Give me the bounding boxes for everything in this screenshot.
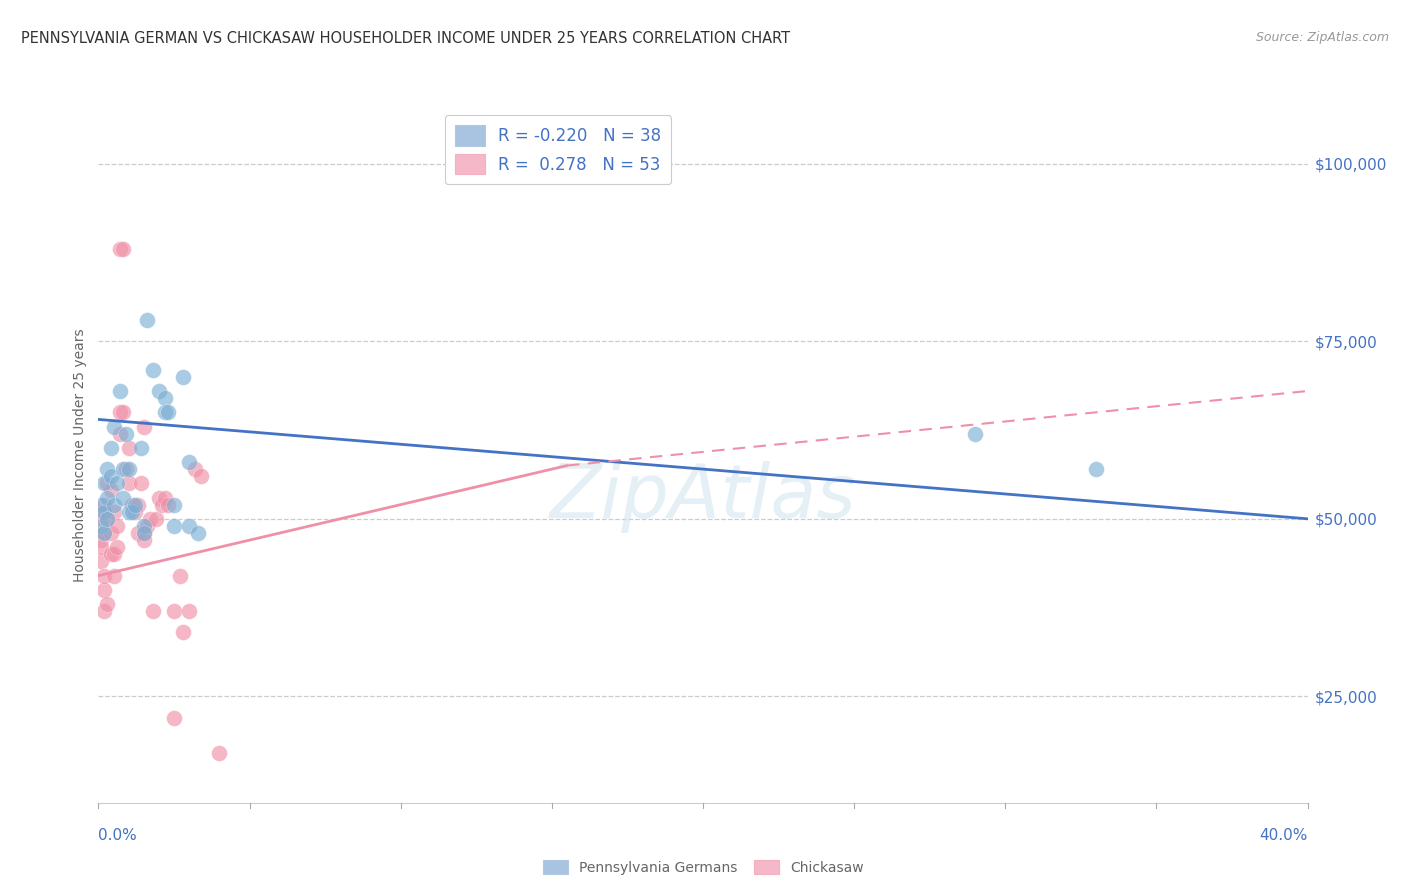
Legend: R = -0.220   N = 38, R =  0.278   N = 53: R = -0.220 N = 38, R = 0.278 N = 53: [444, 115, 671, 185]
Point: [153, 391, 176, 405]
Point: [153, 405, 176, 419]
Point: [105, 519, 128, 533]
Point: [142, 604, 165, 618]
Legend: Pennsylvania Germans, Chickasaw: Pennsylvania Germans, Chickasaw: [537, 855, 869, 880]
Point: [145, 512, 167, 526]
Point: [127, 498, 149, 512]
Point: [90, 533, 112, 548]
Point: [96, 462, 118, 476]
Point: [108, 384, 131, 398]
Point: [100, 526, 122, 541]
Point: [96, 476, 118, 491]
Point: [103, 547, 125, 561]
Point: [114, 462, 136, 476]
Point: [148, 384, 170, 398]
Point: [111, 242, 134, 256]
Point: [132, 519, 155, 533]
Text: PENNSYLVANIA GERMAN VS CHICKASAW HOUSEHOLDER INCOME UNDER 25 YEARS CORRELATION C: PENNSYLVANIA GERMAN VS CHICKASAW HOUSEHO…: [21, 31, 790, 46]
Point: [103, 505, 125, 519]
Point: [132, 526, 155, 541]
Point: [108, 426, 131, 441]
Point: [172, 369, 194, 384]
Point: [124, 505, 146, 519]
Point: [90, 512, 112, 526]
Point: [156, 498, 179, 512]
Point: [118, 505, 141, 519]
Text: 40.0%: 40.0%: [1260, 828, 1308, 843]
Text: Source: ZipAtlas.com: Source: ZipAtlas.com: [1256, 31, 1389, 45]
Point: [118, 441, 141, 455]
Point: [90, 554, 112, 568]
Point: [96, 512, 118, 526]
Point: [111, 405, 134, 419]
Point: [172, 625, 194, 640]
Point: [163, 498, 186, 512]
Point: [156, 405, 179, 419]
Point: [118, 476, 141, 491]
Point: [184, 462, 207, 476]
Point: [103, 498, 125, 512]
Point: [179, 604, 201, 618]
Point: [100, 547, 122, 561]
Point: [90, 505, 112, 519]
Point: [118, 462, 141, 476]
Point: [965, 426, 987, 441]
Point: [127, 526, 149, 541]
Point: [93, 526, 115, 541]
Point: [121, 505, 143, 519]
Point: [163, 604, 186, 618]
Point: [100, 483, 122, 498]
Point: [135, 519, 157, 533]
Point: [190, 469, 212, 483]
Point: [114, 426, 136, 441]
Point: [96, 597, 118, 611]
Point: [208, 746, 231, 760]
Point: [150, 498, 173, 512]
Point: [96, 491, 118, 505]
Text: 0.0%: 0.0%: [98, 828, 138, 843]
Point: [90, 519, 112, 533]
Point: [108, 405, 131, 419]
Point: [129, 476, 152, 491]
Point: [179, 455, 201, 469]
Text: ZipAtlas: ZipAtlas: [550, 460, 856, 533]
Point: [100, 441, 122, 455]
Point: [163, 710, 186, 724]
Point: [111, 462, 134, 476]
Point: [105, 540, 128, 554]
Point: [153, 491, 176, 505]
Point: [93, 568, 115, 582]
Point: [96, 512, 118, 526]
Point: [139, 512, 162, 526]
Point: [103, 568, 125, 582]
Point: [121, 498, 143, 512]
Point: [105, 476, 128, 491]
Point: [179, 519, 201, 533]
Point: [132, 526, 155, 541]
Point: [148, 491, 170, 505]
Point: [93, 604, 115, 618]
Point: [108, 242, 131, 256]
Point: [135, 313, 157, 327]
Point: [111, 491, 134, 505]
Point: [90, 498, 112, 512]
Point: [93, 526, 115, 541]
Point: [124, 498, 146, 512]
Point: [93, 505, 115, 519]
Y-axis label: Householder Income Under 25 years: Householder Income Under 25 years: [73, 328, 87, 582]
Point: [169, 568, 191, 582]
Point: [142, 362, 165, 376]
Point: [100, 469, 122, 483]
Point: [93, 582, 115, 597]
Point: [93, 498, 115, 512]
Point: [93, 476, 115, 491]
Point: [132, 419, 155, 434]
Point: [163, 519, 186, 533]
Point: [132, 533, 155, 548]
Point: [90, 540, 112, 554]
Point: [187, 526, 209, 541]
Point: [1085, 462, 1108, 476]
Point: [129, 441, 152, 455]
Point: [103, 419, 125, 434]
